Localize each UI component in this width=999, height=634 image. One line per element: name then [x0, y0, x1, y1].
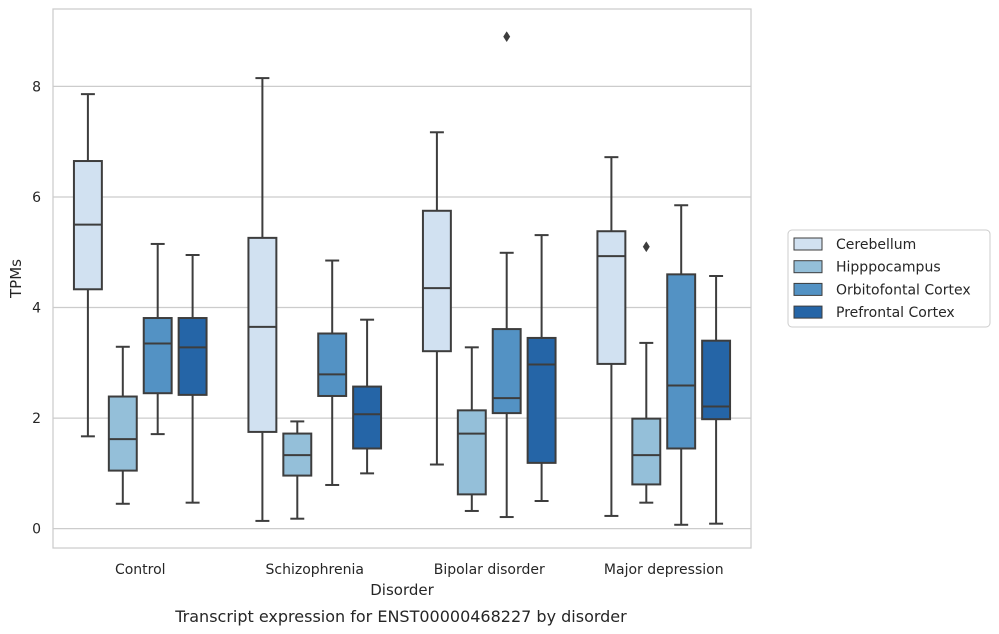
y-tick-label: 8	[32, 79, 41, 95]
x-tick-label: Schizophrenia	[266, 562, 364, 578]
box-body	[421, 209, 452, 353]
box-0-1	[107, 345, 138, 505]
outlier-point	[642, 241, 650, 253]
boxes	[72, 31, 732, 526]
y-tick-label: 2	[32, 411, 41, 427]
box-body	[142, 317, 173, 395]
box-0-2	[142, 242, 173, 436]
outlier-point	[503, 31, 511, 43]
box-body	[107, 395, 138, 472]
box-body	[526, 336, 557, 464]
legend-swatch	[793, 260, 823, 274]
box-body	[456, 409, 487, 496]
box-2-2	[491, 31, 522, 519]
box-2-3	[526, 234, 557, 503]
y-axis-label: TPMs	[7, 259, 25, 299]
y-tick-label: 6	[32, 190, 41, 206]
x-tick-label: Bipolar disorder	[434, 562, 545, 578]
y-ticks: 0 2 4 6 8	[32, 79, 41, 537]
box-body	[247, 236, 278, 433]
plot-frame	[52, 8, 752, 549]
legend: Cerebellum Hipppocampus Orbitofontal Corte…	[787, 229, 991, 328]
legend-swatch	[793, 282, 823, 296]
box-3-0	[596, 156, 627, 517]
box-1-2	[317, 259, 348, 486]
box-body	[491, 328, 522, 415]
box-1-1	[282, 420, 313, 520]
legend-swatch	[793, 237, 823, 251]
y-tick-label: 0	[32, 522, 41, 538]
chart-caption: Transcript expression for ENST0000046822…	[174, 607, 627, 626]
legend-label: Orbitofontal Cortex	[836, 282, 971, 298]
box-2-0	[421, 131, 452, 466]
box-body	[596, 230, 627, 365]
box-2-1	[456, 346, 487, 512]
box-0-0	[72, 93, 103, 438]
box-1-3	[352, 318, 383, 475]
legend-swatch	[793, 305, 823, 319]
legend-label: Prefrontal Cortex	[836, 305, 955, 321]
box-body	[317, 332, 348, 397]
box-3-3	[701, 275, 732, 525]
box-3-1	[631, 241, 662, 504]
box-body	[666, 273, 697, 450]
box-3-2	[666, 204, 697, 526]
y-tick-label: 4	[32, 301, 41, 317]
x-axis-label: Disorder	[370, 581, 434, 599]
box-body	[352, 385, 383, 450]
box-body	[631, 417, 662, 486]
box-0-3	[177, 254, 208, 504]
x-ticks: Control Schizophrenia Bipolar disorder Majo…	[115, 562, 724, 578]
x-tick-label: Control	[115, 562, 166, 578]
legend-frame	[787, 229, 991, 328]
box-body	[177, 317, 208, 396]
x-tick-label: Major depression	[604, 562, 724, 578]
legend-label: Hipppocampus	[836, 260, 941, 276]
legend-label: Cerebellum	[836, 237, 916, 253]
box-1-0	[247, 77, 278, 522]
